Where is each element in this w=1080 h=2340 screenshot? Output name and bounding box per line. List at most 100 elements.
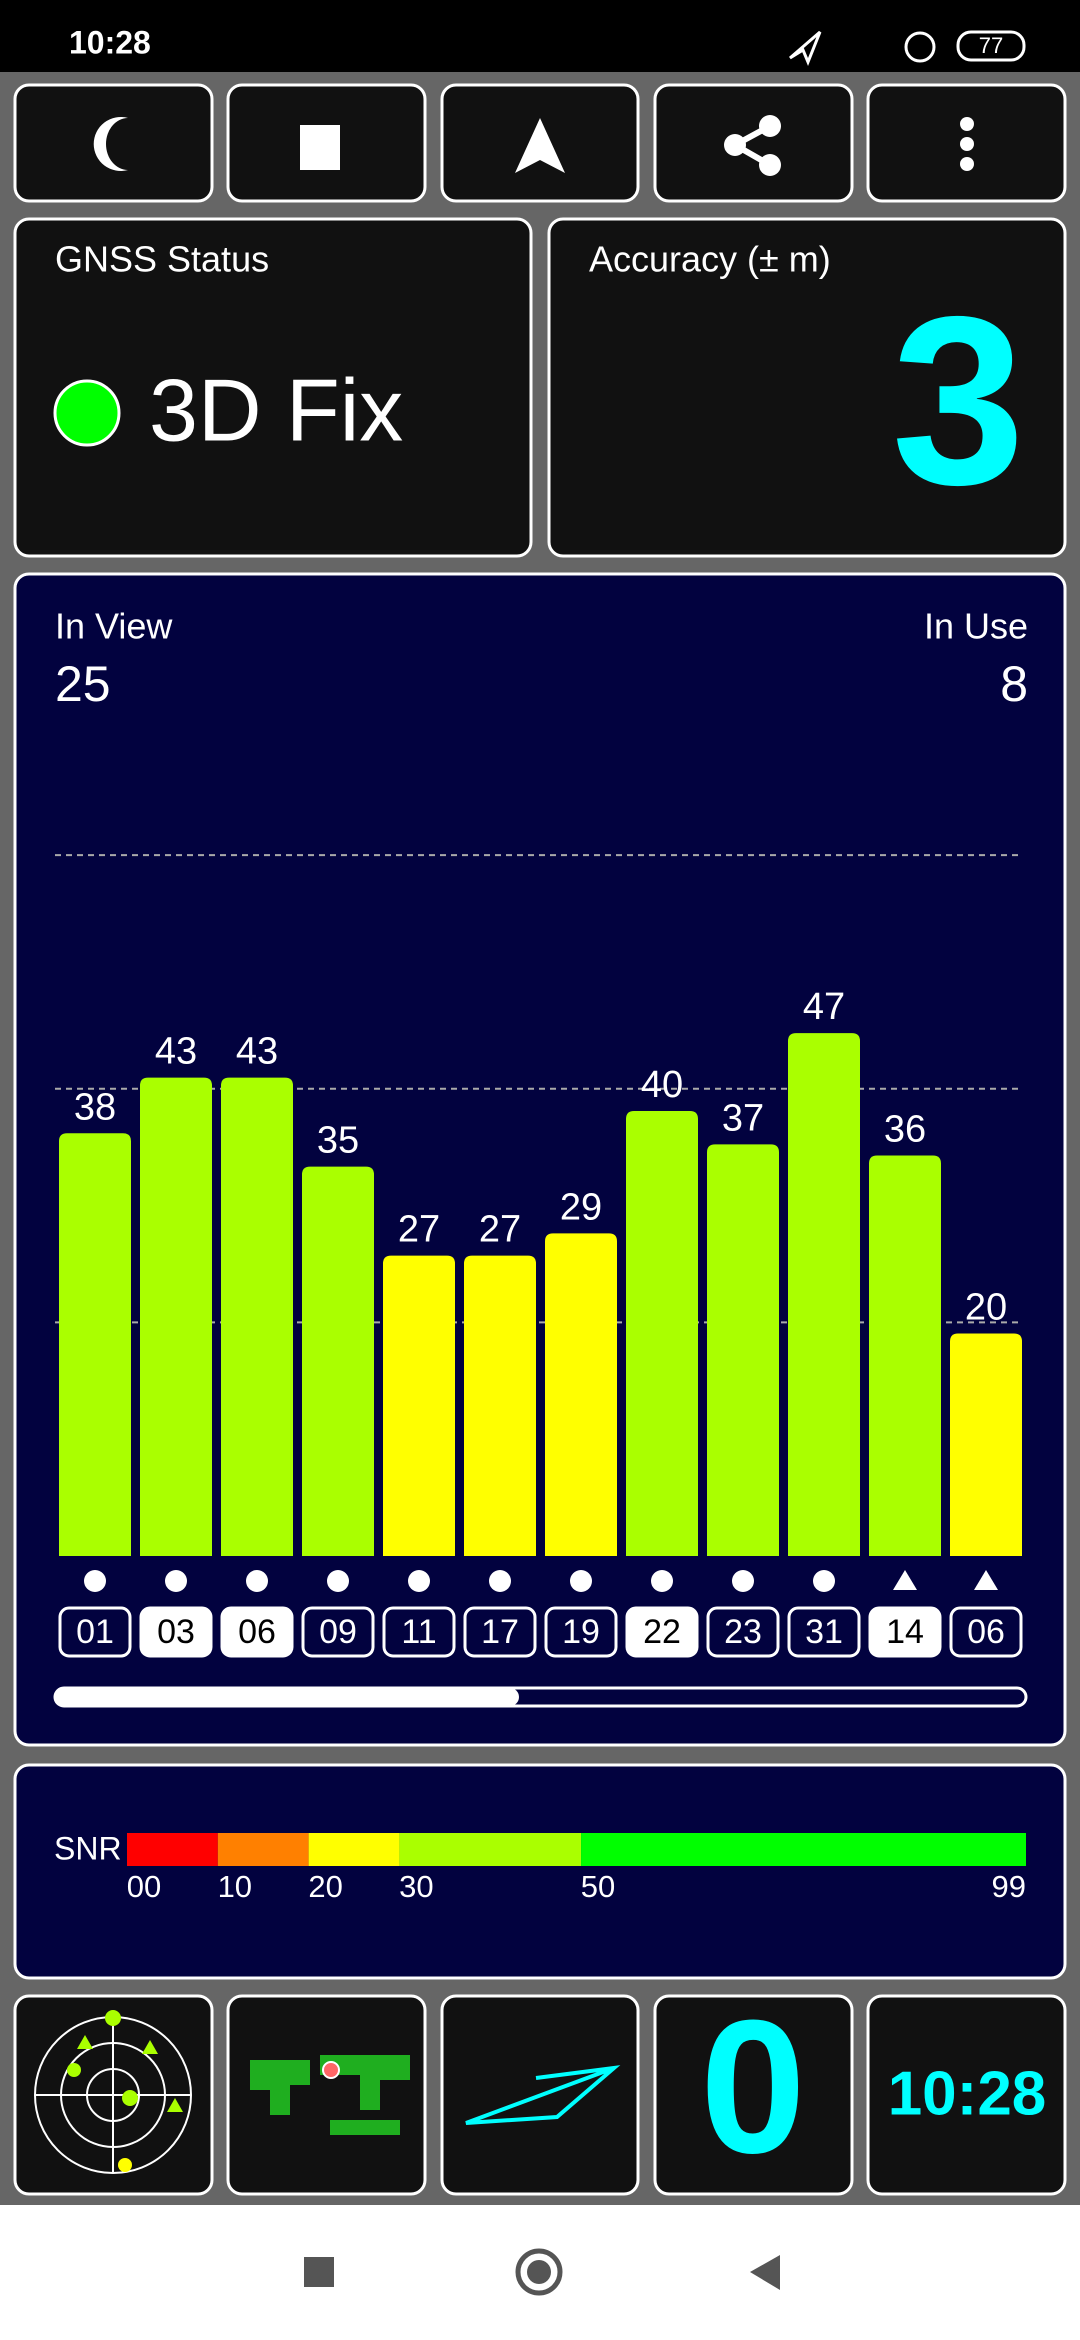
wifi-icon bbox=[904, 31, 936, 63]
compass-needle bbox=[465, 2065, 621, 2125]
satellite-id: 31 bbox=[805, 1613, 843, 1651]
accuracy-panel bbox=[547, 217, 1067, 558]
count-tile[interactable] bbox=[653, 1994, 854, 2196]
share-icon bbox=[724, 115, 781, 176]
snr-tick-label: 30 bbox=[399, 1869, 433, 1904]
satellite-id-box bbox=[868, 1606, 942, 1658]
constellation-marker bbox=[651, 1570, 673, 1592]
map-tile[interactable] bbox=[226, 1994, 427, 2196]
satellite-id-box bbox=[949, 1606, 1023, 1658]
status-time: 10:28 bbox=[69, 24, 151, 60]
clock: 10:28 bbox=[888, 2059, 1047, 2128]
in-use-label: In Use bbox=[924, 606, 1028, 647]
snr-segment bbox=[217, 1833, 309, 1866]
bar-value-label: 27 bbox=[398, 1209, 440, 1251]
satellite-id-box bbox=[220, 1606, 294, 1658]
satellite-id: 06 bbox=[238, 1613, 276, 1651]
nav-home-dot bbox=[527, 2260, 551, 2284]
satellite-id-box bbox=[301, 1606, 375, 1658]
signal-bar bbox=[383, 1255, 455, 1556]
snr-tick-label: 00 bbox=[127, 1869, 161, 1904]
signal-bar bbox=[707, 1144, 779, 1556]
satellite-id: 09 bbox=[319, 1613, 357, 1651]
nav-home[interactable] bbox=[515, 2248, 563, 2296]
scrollbar-thumb[interactable] bbox=[55, 1688, 519, 1706]
in-view-label: In View bbox=[55, 606, 173, 647]
sky-sats bbox=[67, 2010, 183, 2172]
snr-segment bbox=[127, 1833, 218, 1866]
constellation-marker bbox=[327, 1570, 349, 1592]
fix-type: 3D Fix bbox=[149, 360, 403, 459]
signal-bar bbox=[869, 1155, 941, 1556]
constellation-marker bbox=[974, 1570, 998, 1590]
snr-tick-label: 10 bbox=[218, 1869, 252, 1904]
satellite-id: 06 bbox=[967, 1613, 1005, 1651]
in-use-count: 8 bbox=[1000, 656, 1028, 712]
clock-tile[interactable] bbox=[866, 1994, 1067, 2196]
snr-segment bbox=[399, 1833, 582, 1866]
signal-bar bbox=[950, 1333, 1022, 1556]
night-mode-button[interactable] bbox=[13, 83, 214, 203]
bar-value-label: 20 bbox=[965, 1287, 1007, 1329]
moon-icon bbox=[93, 116, 128, 171]
gnss-status-title: GNSS Status bbox=[55, 239, 269, 280]
signal-bar bbox=[140, 1077, 212, 1556]
constellation-marker bbox=[489, 1570, 511, 1592]
bar-value-label: 40 bbox=[641, 1064, 683, 1106]
satellite-id-box bbox=[787, 1606, 861, 1658]
satellite-id: 23 bbox=[724, 1613, 762, 1651]
map-position bbox=[322, 2061, 340, 2079]
accuracy-value: 3 bbox=[892, 266, 1025, 534]
constellation-marker bbox=[84, 1570, 106, 1592]
satellite-id: 14 bbox=[886, 1613, 924, 1651]
satellite-id: 19 bbox=[562, 1613, 600, 1651]
satellite-id-box bbox=[706, 1606, 780, 1658]
satellites-count: 0 bbox=[700, 1981, 806, 2193]
accuracy-title: Accuracy (± m) bbox=[589, 239, 831, 280]
constellation-marker bbox=[246, 1570, 268, 1592]
snr-tick-label: 99 bbox=[992, 1869, 1026, 1904]
bar-value-label: 36 bbox=[884, 1109, 926, 1151]
bar-value-label: 38 bbox=[74, 1086, 116, 1128]
satellite-id: 22 bbox=[643, 1613, 681, 1651]
snr-segment bbox=[308, 1833, 400, 1866]
snr-panel bbox=[13, 1763, 1067, 1980]
satellite-id-box bbox=[58, 1606, 132, 1658]
satellite-id-box bbox=[139, 1606, 213, 1658]
constellation-marker bbox=[813, 1570, 835, 1592]
bar-value-label: 43 bbox=[236, 1031, 278, 1073]
guide-icon bbox=[300, 125, 340, 170]
world-map bbox=[250, 2055, 410, 2135]
nav-recents[interactable] bbox=[304, 2257, 334, 2287]
bar-value-label: 35 bbox=[317, 1120, 359, 1162]
constellation-marker bbox=[570, 1570, 592, 1592]
snr-segment bbox=[581, 1833, 1026, 1866]
battery-level: 77 bbox=[979, 33, 1003, 58]
constellation-marker bbox=[408, 1570, 430, 1592]
nav-back[interactable] bbox=[750, 2255, 780, 2290]
signal-bar bbox=[221, 1077, 293, 1556]
bar-value-label: 43 bbox=[155, 1031, 197, 1073]
toolbar bbox=[13, 83, 1067, 203]
satellite-id-box bbox=[625, 1606, 699, 1658]
battery-icon bbox=[956, 30, 1026, 62]
satellite-id: 03 bbox=[157, 1613, 195, 1651]
bar-value-label: 27 bbox=[479, 1209, 521, 1251]
satellite-id-box bbox=[544, 1606, 618, 1658]
location-icon bbox=[789, 30, 822, 66]
share-button[interactable] bbox=[653, 83, 854, 203]
snr-tick-label: 50 bbox=[581, 1869, 615, 1904]
constellation-marker bbox=[732, 1570, 754, 1592]
menu-icon bbox=[960, 117, 974, 171]
bar-value-label: 47 bbox=[803, 986, 845, 1028]
status-bar bbox=[0, 0, 1080, 72]
satellite-id-box bbox=[382, 1606, 456, 1658]
constellation-marker bbox=[165, 1570, 187, 1592]
satellite-id: 11 bbox=[401, 1613, 436, 1651]
gnss-status-panel bbox=[13, 217, 533, 558]
satellite-id: 01 bbox=[76, 1613, 114, 1651]
signal-bar bbox=[464, 1255, 536, 1556]
in-view-count: 25 bbox=[55, 656, 111, 712]
